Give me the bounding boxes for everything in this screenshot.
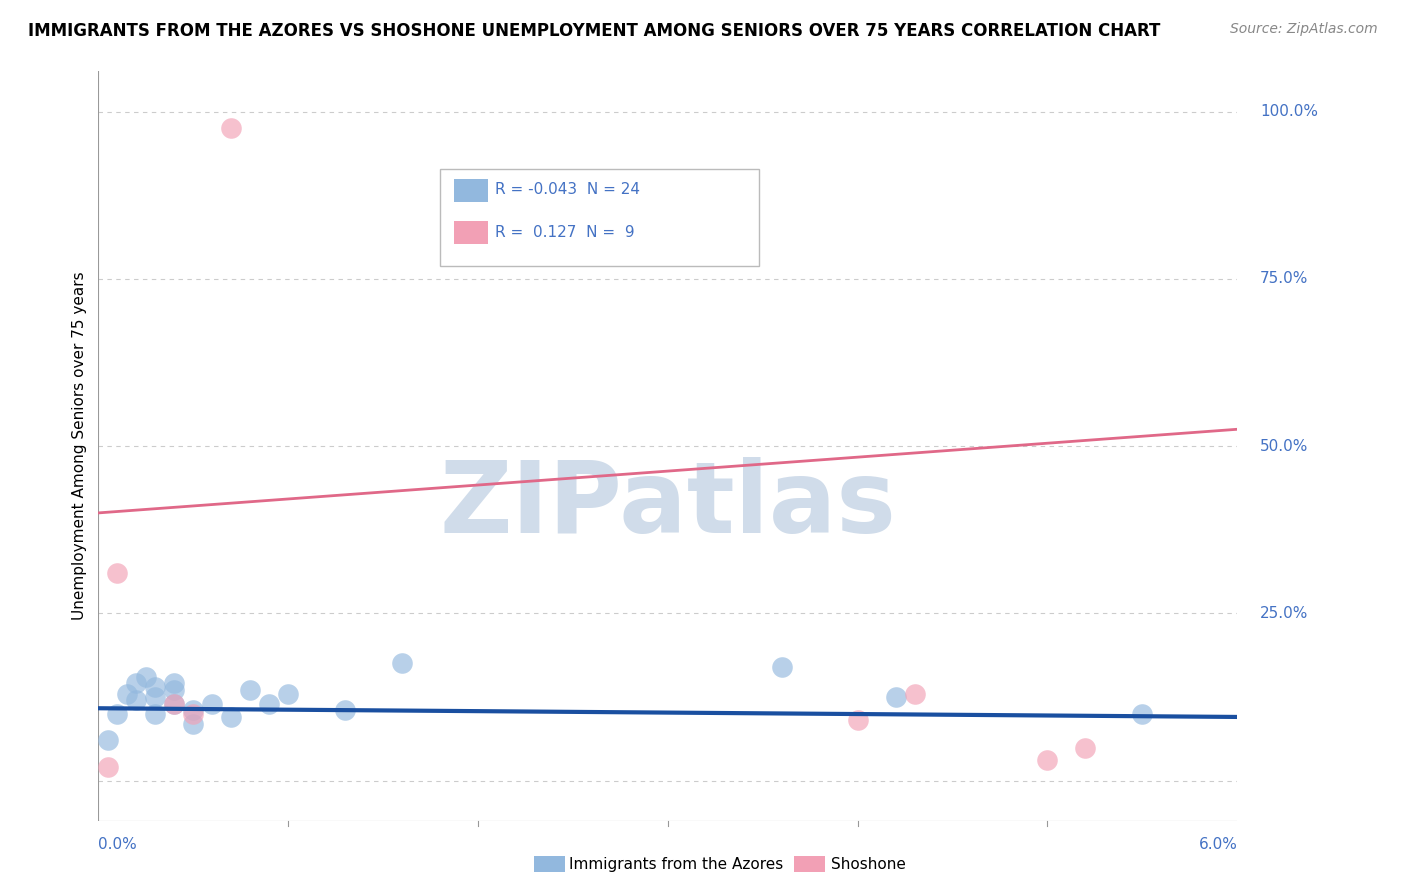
Point [97,760,120,774]
Point [107,566,129,581]
Point [1074,741,1097,756]
Point [135,670,157,684]
Point [277,687,299,701]
Point [259,697,281,711]
Text: Shoshone: Shoshone [831,857,905,871]
Text: R =  0.127  N =  9: R = 0.127 N = 9 [495,225,634,240]
Point [846,714,869,728]
Point [904,687,927,701]
Point [145,680,167,694]
Point [107,706,129,721]
Text: IMMIGRANTS FROM THE AZORES VS SHOSHONE UNEMPLOYMENT AMONG SENIORS OVER 75 YEARS : IMMIGRANTS FROM THE AZORES VS SHOSHONE U… [28,22,1160,40]
Point [163,676,186,690]
Point [125,693,148,707]
Text: Source: ZipAtlas.com: Source: ZipAtlas.com [1230,22,1378,37]
Point [163,683,186,698]
Point [884,690,907,704]
Text: 25.0%: 25.0% [1260,606,1309,621]
FancyBboxPatch shape [440,169,759,266]
Text: Immigrants from the Azores: Immigrants from the Azores [569,857,783,871]
Point [221,710,243,724]
FancyBboxPatch shape [454,179,488,202]
Text: 100.0%: 100.0% [1260,104,1317,119]
Text: 75.0%: 75.0% [1260,271,1309,286]
Point [1036,753,1059,767]
Point [335,703,357,717]
Point [391,657,413,671]
Y-axis label: Unemployment Among Seniors over 75 years: Unemployment Among Seniors over 75 years [72,272,87,620]
Text: ZIPatlas: ZIPatlas [440,458,896,555]
Point [770,660,793,674]
Point [183,703,205,717]
FancyBboxPatch shape [454,221,488,244]
Point [115,687,138,701]
Point [239,683,262,698]
Point [97,733,120,747]
Point [125,676,148,690]
Point [145,706,167,721]
Text: 0.0%: 0.0% [98,838,138,853]
Point [201,697,224,711]
Text: 50.0%: 50.0% [1260,439,1309,453]
Text: 6.0%: 6.0% [1198,838,1237,853]
Point [145,690,167,704]
Point [221,121,243,136]
Point [163,697,186,711]
Point [183,706,205,721]
Point [183,716,205,731]
Point [163,697,186,711]
Text: R = -0.043  N = 24: R = -0.043 N = 24 [495,182,640,197]
Point [1132,706,1154,721]
